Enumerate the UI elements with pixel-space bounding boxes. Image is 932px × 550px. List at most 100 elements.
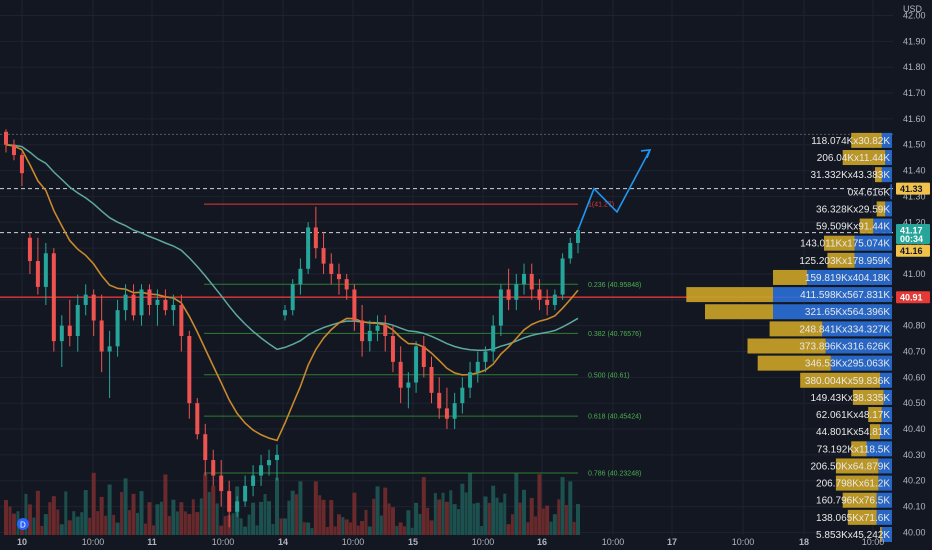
vp-label: 346.53Kx295.063K	[805, 359, 890, 370]
candle	[115, 299, 120, 357]
volume-bar	[460, 483, 465, 535]
time-axis[interactable]: 10 10:00 11 10:00 14 10:00 15 10:00 16 10:00 17 10:…	[17, 537, 884, 547]
volume-bar	[398, 522, 403, 535]
vp-yellow-bar	[757, 355, 831, 371]
candle-body	[444, 408, 449, 419]
x-tick-label: 10:00	[82, 537, 105, 547]
candle	[75, 294, 80, 352]
vp-yellow-bar	[800, 372, 881, 388]
ema-fast-line	[5, 143, 579, 442]
candle	[83, 284, 88, 316]
volume-bar	[239, 518, 243, 535]
candlesticks	[4, 129, 580, 528]
candle-body	[203, 434, 208, 461]
fib-label: 0.500 (40.61)	[588, 372, 630, 379]
candle-body	[91, 294, 96, 321]
volume-bar	[344, 519, 349, 535]
volume-bar	[263, 494, 267, 535]
volume-bar	[534, 516, 538, 535]
volume-bar	[123, 478, 128, 535]
volume-bar	[219, 525, 224, 535]
price-badge-label: 41.33	[900, 184, 923, 194]
vp-yellow-bar	[852, 389, 884, 405]
vp-yellow-bar	[824, 235, 855, 251]
vp-blue-bar	[773, 304, 892, 320]
vp-label: 206.04Kx11.44K	[817, 153, 891, 164]
candle-body	[390, 335, 395, 362]
candle-body	[99, 320, 104, 352]
projection-arrow[interactable]	[577, 148, 652, 231]
volume-bar	[143, 523, 147, 535]
candle	[147, 284, 152, 316]
vp-yellow-bar	[851, 441, 867, 457]
volume-bar	[557, 499, 561, 535]
candle	[568, 237, 573, 264]
volume-bar	[290, 490, 295, 535]
vp-blue-bar	[883, 389, 892, 405]
candle	[283, 304, 287, 321]
volume-bar	[313, 481, 318, 535]
candle-body	[283, 310, 287, 316]
volume-bar	[452, 504, 457, 535]
volume-bar	[215, 503, 219, 535]
candle-body	[468, 372, 473, 388]
candle-body	[115, 310, 120, 347]
x-tick-label: 17	[667, 537, 677, 547]
vp-yellow-bar	[747, 338, 826, 354]
vp-blue-bar	[854, 235, 892, 251]
candle-body	[67, 325, 72, 336]
vp-blue-bar	[881, 407, 892, 423]
x-tick-label: 10:00	[602, 537, 625, 547]
price-badge	[896, 224, 930, 245]
candle-body	[560, 258, 565, 295]
y-tick-label: 41.90	[903, 36, 926, 46]
vp-blue-bar	[890, 184, 892, 200]
volume-bar	[199, 498, 203, 535]
volume-bar	[383, 487, 388, 535]
candle-body	[367, 330, 372, 342]
volume-bar	[325, 526, 329, 535]
x-tick-label: 14	[278, 537, 288, 547]
candle	[460, 377, 465, 414]
price-badge-sub: 00:34	[900, 234, 923, 244]
candle	[452, 392, 457, 430]
candle-body	[131, 294, 136, 316]
candle	[398, 346, 403, 404]
logo-icon[interactable]	[17, 518, 29, 530]
volume-bar	[195, 512, 200, 535]
projection-path	[577, 149, 651, 231]
price-badge-label: 40.91	[900, 293, 923, 303]
candle-body	[522, 273, 527, 285]
volume-bar	[179, 502, 184, 535]
candle-body	[43, 253, 48, 287]
volume-bar	[295, 494, 299, 535]
volume-bar	[529, 497, 534, 535]
logo-badge[interactable]: D	[17, 518, 29, 530]
y-tick-label: 41.50	[903, 140, 926, 150]
candle-body	[545, 299, 550, 305]
vp-label: 118.074Kx30.82K	[811, 136, 890, 147]
candle	[375, 315, 380, 342]
volume-bar	[191, 499, 195, 535]
volume-bar	[545, 505, 550, 535]
candle-body	[11, 144, 16, 156]
y-tick-label: 40.20	[903, 476, 926, 486]
candle-body	[491, 325, 496, 352]
candle	[367, 320, 372, 352]
volume-bar	[8, 506, 12, 535]
vp-yellow-bar	[880, 526, 882, 542]
volume-bar	[464, 492, 468, 535]
volume-bar	[506, 524, 511, 535]
x-tick-label: 10:00	[862, 537, 885, 547]
y-tick-label: 40.40	[903, 424, 926, 434]
candle	[290, 279, 295, 316]
candle-body	[59, 325, 64, 342]
volume-bar	[283, 518, 287, 535]
y-tick-label: 41.60	[903, 114, 926, 124]
volume-bar	[112, 514, 116, 535]
candle-body	[344, 279, 349, 290]
candle	[155, 289, 160, 326]
vp-yellow-bar	[827, 252, 855, 268]
candle	[203, 423, 208, 476]
